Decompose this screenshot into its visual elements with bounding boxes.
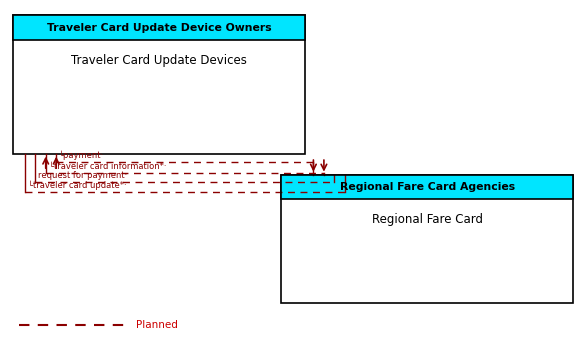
Bar: [281, 174, 573, 199]
Bar: [13, 15, 305, 154]
Text: └payment·: └payment·: [59, 151, 104, 160]
Text: └traveler card information*·: └traveler card information*·: [49, 162, 166, 171]
Text: request for payment·: request for payment·: [38, 171, 127, 180]
Text: Planned: Planned: [135, 320, 178, 330]
Bar: [13, 15, 305, 40]
Text: └traveler card update*·: └traveler card update*·: [28, 180, 126, 190]
Text: Regional Fare Card Agencies: Regional Fare Card Agencies: [339, 182, 515, 192]
Bar: [13, 15, 305, 40]
Text: Traveler Card Update Device Owners: Traveler Card Update Device Owners: [46, 23, 271, 33]
Bar: [281, 174, 573, 303]
Text: Regional Fare Card: Regional Fare Card: [372, 213, 483, 226]
Bar: [281, 174, 573, 199]
Text: Traveler Card Update Devices: Traveler Card Update Devices: [71, 54, 247, 67]
